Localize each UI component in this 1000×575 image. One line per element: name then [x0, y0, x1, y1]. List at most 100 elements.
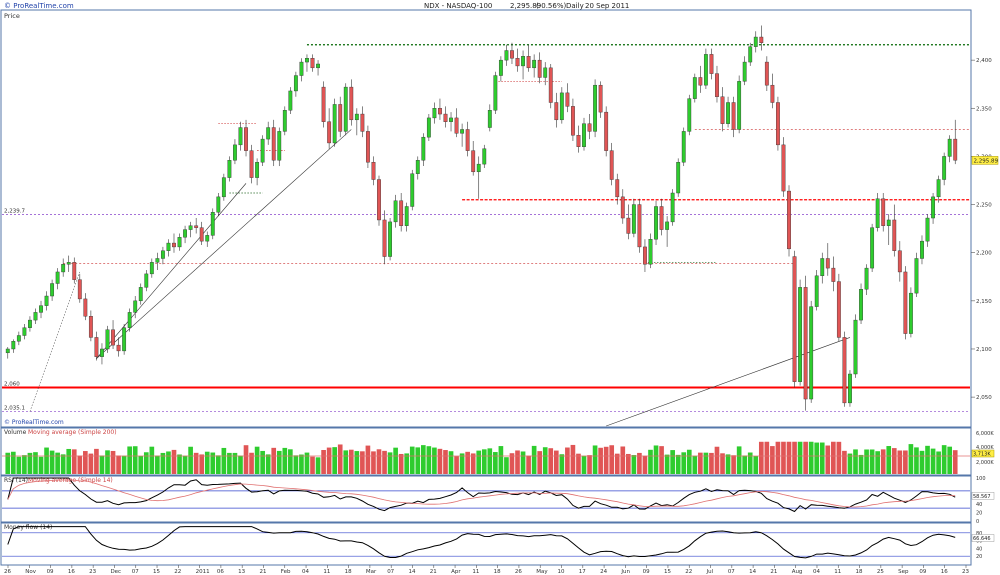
volume-bar — [121, 455, 127, 474]
candle-body — [643, 246, 647, 265]
volume-bar — [371, 451, 376, 474]
candle-body — [654, 206, 658, 240]
candle-body — [233, 144, 237, 161]
volume-bar — [515, 450, 520, 474]
volume-bar — [426, 446, 432, 474]
volume-bar — [99, 455, 105, 474]
candle-body — [282, 110, 287, 132]
volume-tick-label: 6,000K — [976, 431, 994, 437]
x-tick-label: 26 — [4, 569, 11, 575]
volume-bar — [808, 441, 814, 474]
candle-body — [183, 229, 187, 238]
volume-bar — [348, 449, 354, 474]
volume-bar — [299, 454, 304, 474]
x-tick-label: Feb — [281, 569, 291, 575]
candle-body — [77, 279, 82, 300]
candle-body — [548, 67, 553, 103]
volume-bar — [415, 447, 421, 474]
volume-bar — [22, 455, 27, 474]
volume-bar — [210, 452, 216, 474]
x-tick-label: 25 — [877, 569, 884, 575]
candle-body — [759, 36, 764, 44]
candle-body — [105, 329, 110, 350]
volume-bar — [188, 446, 193, 474]
volume-bar — [709, 452, 714, 474]
candle-body — [687, 98, 692, 132]
volume-bar — [16, 456, 22, 474]
candle-body — [914, 258, 919, 294]
volume-bar — [587, 455, 592, 474]
candle-body — [149, 262, 154, 275]
volume-bar — [470, 453, 476, 474]
candle-body — [726, 102, 730, 124]
volume-bars — [2, 441, 970, 474]
candle-body — [260, 138, 265, 163]
volume-bar — [94, 448, 99, 474]
volume-bar — [792, 441, 797, 474]
candle-body — [44, 295, 49, 306]
candle-body — [349, 86, 354, 121]
volume-bar — [193, 452, 199, 474]
volume-bar — [409, 446, 415, 474]
volume-bar — [842, 450, 847, 474]
volume-bar — [914, 447, 919, 474]
volume-bar — [10, 451, 16, 474]
volume-bar — [698, 452, 703, 474]
candle-body — [5, 348, 10, 354]
trendline — [96, 129, 352, 359]
volume-bar — [819, 442, 825, 474]
x-tick-label: Dec — [110, 569, 121, 575]
x-tick-label: 09 — [919, 569, 926, 575]
candle-body — [266, 127, 271, 140]
candle-body — [238, 127, 243, 146]
volume-bar — [238, 455, 243, 474]
volume-bar — [437, 448, 443, 474]
last-price-label: 2,295.89 — [974, 159, 999, 165]
price-tick-label: 2,100 — [976, 347, 992, 353]
candle-body — [33, 312, 38, 321]
volume-bar — [908, 444, 914, 474]
volume-bar — [393, 447, 398, 474]
volume-bar — [160, 452, 166, 474]
candle-body — [903, 271, 908, 334]
candle-body — [582, 123, 586, 147]
candle-body — [482, 148, 487, 165]
x-tick-label: 14 — [408, 569, 415, 575]
candle-body — [881, 198, 886, 226]
mfi-last-label: 66.646 — [973, 536, 991, 542]
volume-last-box — [971, 449, 995, 458]
volume-bar — [304, 452, 310, 474]
candle-body — [404, 206, 409, 226]
candle-body — [321, 86, 326, 122]
volume-bar — [731, 455, 736, 474]
candle-body — [116, 344, 121, 352]
candle-body — [925, 217, 930, 242]
volume-bar — [332, 447, 337, 474]
volume-bar — [836, 441, 842, 474]
candle-body — [160, 250, 165, 259]
volume-bar — [537, 451, 543, 474]
mfi-tick-label: 80 — [976, 531, 982, 537]
candle-body — [864, 267, 869, 290]
candle-body — [138, 287, 143, 302]
price-tick-label: 2,150 — [976, 299, 992, 305]
candle-body — [94, 337, 99, 357]
volume-bar — [243, 445, 249, 474]
x-tick-label: 26 — [515, 569, 522, 575]
volume-bar — [155, 455, 160, 474]
candle-body — [587, 123, 592, 132]
candle-body — [764, 61, 769, 86]
candle-body — [931, 196, 935, 219]
volume-tick-label: 2,000K — [976, 460, 994, 466]
x-tick-label: 10 — [558, 569, 565, 575]
mfi-panel — [0, 522, 972, 566]
volume-bar — [38, 456, 44, 474]
watermark: © ProRealTime.com — [4, 419, 64, 426]
candle-body — [443, 113, 448, 122]
x-tick-label: 07 — [132, 569, 139, 575]
candle-body — [61, 264, 66, 273]
volume-bar — [310, 456, 315, 474]
volume-bar — [177, 454, 182, 474]
volume-bar — [542, 447, 548, 474]
volume-bar — [681, 452, 687, 474]
